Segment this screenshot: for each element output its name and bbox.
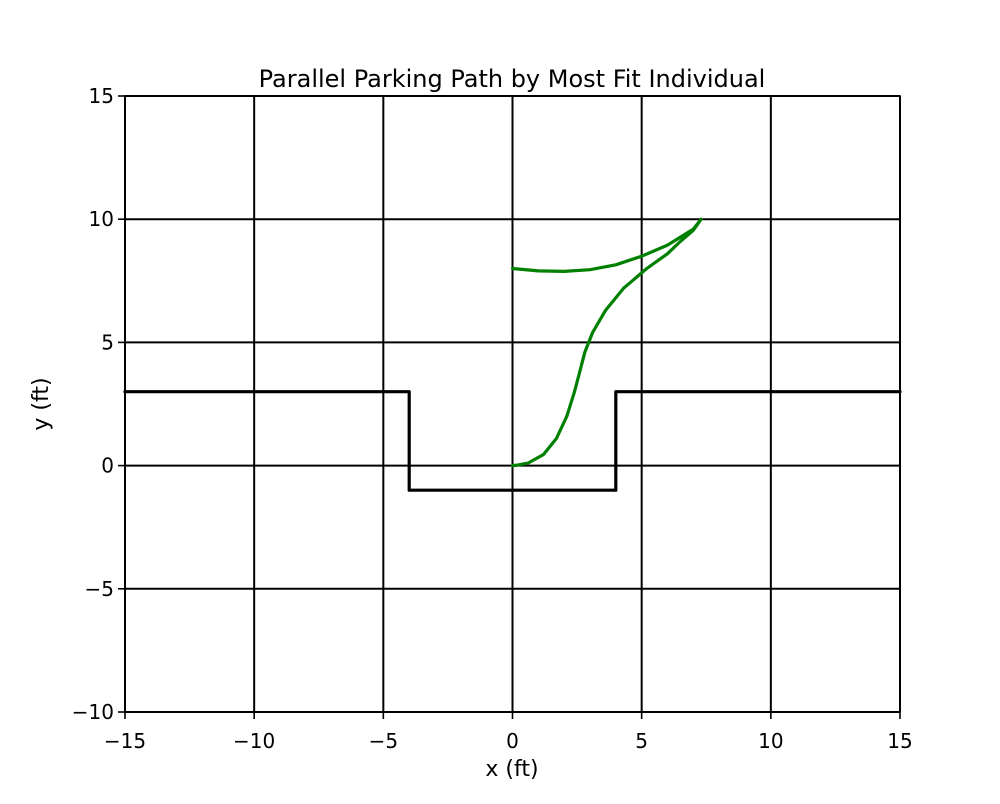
y-tick-label: 5 <box>101 330 114 354</box>
y-tick-label: 15 <box>89 84 114 108</box>
y-tick-label: −5 <box>85 577 114 601</box>
y-tick-label: 10 <box>89 207 114 231</box>
series-line-1 <box>510 217 703 468</box>
grid-lines <box>124 95 901 713</box>
plot-series <box>123 217 902 492</box>
x-tick-label: −15 <box>104 729 146 753</box>
x-tick-label: −5 <box>369 729 398 753</box>
series-line-0 <box>123 390 902 492</box>
x-tick-label: 10 <box>758 729 783 753</box>
chart-title: Parallel Parking Path by Most Fit Indivi… <box>259 65 766 93</box>
x-tick-label: 0 <box>506 729 519 753</box>
y-axis-label: y (ft) <box>29 377 54 430</box>
y-tick-label: −10 <box>72 700 114 724</box>
y-tick-label: 0 <box>101 454 114 478</box>
tick-marks: −15 −10 −5 0 5 10 15 −10 −5 0 5 10 15 <box>72 84 913 753</box>
x-tick-label: −10 <box>233 729 275 753</box>
x-tick-label: 5 <box>635 729 648 753</box>
x-tick-label: 15 <box>887 729 912 753</box>
x-axis-label: x (ft) <box>485 757 538 782</box>
